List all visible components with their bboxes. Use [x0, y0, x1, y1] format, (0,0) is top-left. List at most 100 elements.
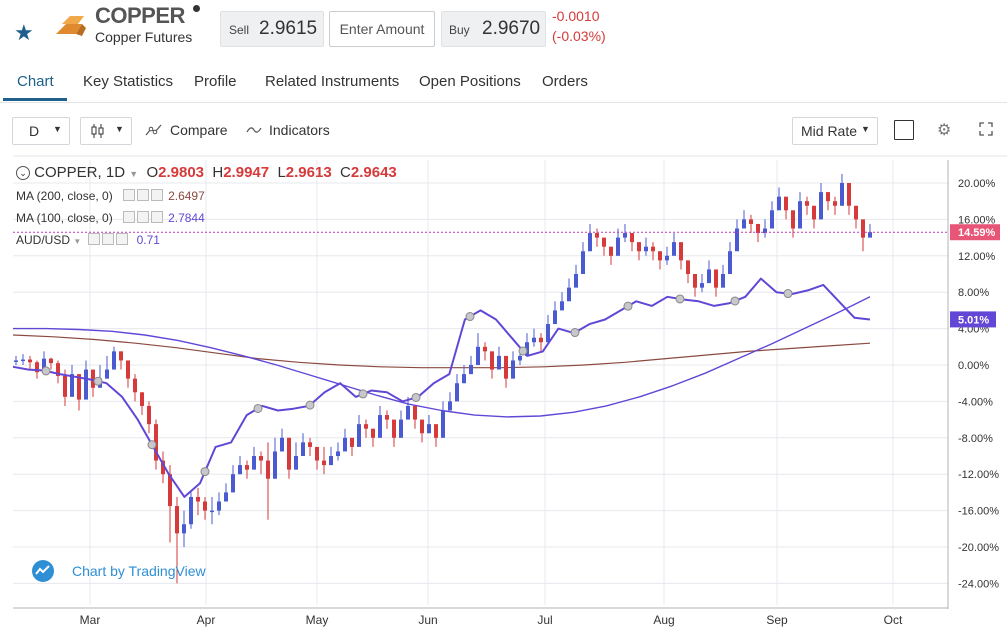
interval-select[interactable]: D ▼ [12, 117, 70, 145]
tab-key-statistics[interactable]: Key Statistics [83, 73, 174, 90]
candle-body [644, 246, 648, 252]
candle-body [217, 501, 221, 511]
settings-icon[interactable] [136, 211, 149, 223]
candle-body [161, 460, 165, 475]
chevron-down-icon[interactable]: ▼ [73, 237, 82, 246]
ma100-value: 2.7844 [168, 211, 205, 225]
tab-chart[interactable]: Chart [17, 73, 54, 90]
audusd-marker [305, 400, 315, 410]
sell-button[interactable]: Sell 2.9615 [220, 11, 324, 47]
visibility-icon[interactable] [122, 211, 135, 223]
candle-body [224, 492, 228, 502]
candle-body [91, 369, 95, 388]
expand-icon[interactable] [979, 122, 993, 136]
compare-label: 5.01% [958, 314, 989, 326]
audusd-value: 0.71 [136, 233, 160, 247]
tab-open-positions[interactable]: Open Positions [419, 73, 521, 90]
close-icon[interactable] [150, 211, 163, 223]
candle-body [672, 242, 676, 256]
instrument-name: Copper Futures [95, 29, 193, 45]
candle-body [658, 251, 662, 261]
fullscreen-box-icon[interactable] [894, 120, 914, 140]
candle-body [168, 474, 172, 507]
chevron-down-icon: ▼ [53, 124, 62, 134]
candle-body [560, 301, 564, 311]
settings-gear-icon[interactable]: ⚙ [937, 122, 952, 139]
candle-body [707, 269, 711, 284]
candle-body [84, 369, 88, 400]
candle-body [140, 392, 144, 406]
candle-body [308, 442, 312, 447]
visibility-icon[interactable] [87, 233, 100, 245]
candle-body [546, 324, 550, 343]
x-tick-label: May [306, 613, 329, 627]
candle-body [371, 428, 375, 438]
indicators-icon [246, 127, 262, 133]
audusd-marker [41, 366, 51, 376]
candle-body [343, 437, 347, 452]
tab-profile[interactable]: Profile [194, 73, 237, 90]
high-label: H [212, 164, 224, 181]
candle-body [147, 405, 151, 425]
candle-body [623, 233, 627, 238]
audusd-marker [570, 328, 580, 338]
candle-body [189, 496, 193, 525]
tradingview-attribution[interactable]: Chart by TradingView [72, 563, 206, 579]
audusd-marker [147, 440, 157, 450]
candle-body [413, 405, 417, 420]
active-tab-indicator [3, 98, 67, 101]
candle-body [427, 424, 431, 434]
audusd-label: AUD/USD [16, 233, 71, 247]
audusd-marker [518, 346, 528, 356]
candle-body [476, 346, 480, 365]
audusd-marker [783, 289, 793, 299]
candle-body [819, 192, 823, 220]
candle-body [812, 205, 816, 220]
indicators-button[interactable]: Indicators [269, 122, 330, 138]
collapse-icon[interactable]: ⌄ [16, 166, 30, 180]
x-tick-label: Aug [653, 613, 674, 627]
close-icon[interactable] [150, 189, 163, 201]
candle-body [315, 446, 319, 461]
amount-input[interactable]: Enter Amount [329, 11, 435, 47]
candle-body [112, 351, 116, 370]
candle-body [203, 501, 207, 511]
compare-button[interactable]: Compare [170, 122, 228, 138]
tab-orders[interactable]: Orders [542, 73, 588, 90]
low-label: L [277, 164, 286, 181]
ma200-label: MA (200, close, 0) [16, 189, 113, 203]
candle-body [364, 424, 368, 429]
rate-select[interactable]: Mid Rate ▼ [792, 117, 878, 145]
candle-body [728, 251, 732, 274]
y-tick-label: 20.00% [958, 178, 996, 190]
settings-icon[interactable] [101, 233, 114, 245]
candle-body [532, 337, 536, 343]
candle-body [196, 496, 200, 502]
candle-body [378, 415, 382, 438]
price-chart[interactable]: 20.00% 16.00% 12.00% 8.00% 4.00% 0.00% -4.00% -… [0, 155, 1007, 631]
settings-icon[interactable] [136, 189, 149, 201]
candle-body [14, 360, 18, 362]
candle-body [679, 242, 683, 261]
x-tick-label: Jun [418, 613, 437, 627]
candle-body [651, 246, 655, 252]
close-icon[interactable] [115, 233, 128, 245]
star-icon[interactable]: ★ [14, 20, 34, 45]
chart-style-select[interactable]: ▼ [80, 117, 132, 145]
visibility-icon[interactable] [122, 189, 135, 201]
tab-related-instruments[interactable]: Related Instruments [265, 73, 400, 90]
buy-button[interactable]: Buy 2.9670 [441, 11, 546, 47]
audusd-marker [465, 312, 475, 322]
candle-body [238, 465, 242, 475]
audusd-marker [93, 376, 103, 386]
chevron-down-icon[interactable]: ▼ [129, 169, 139, 179]
candle-body [602, 237, 606, 247]
candle-body [154, 424, 158, 461]
candle-body [119, 351, 123, 361]
candle-body [273, 451, 277, 479]
candle-body [63, 375, 67, 397]
x-tick-label: Jul [537, 613, 552, 627]
ma100-label: MA (100, close, 0) [16, 211, 113, 225]
candle-body [126, 360, 130, 379]
instrument-symbol: COPPER [95, 3, 185, 28]
